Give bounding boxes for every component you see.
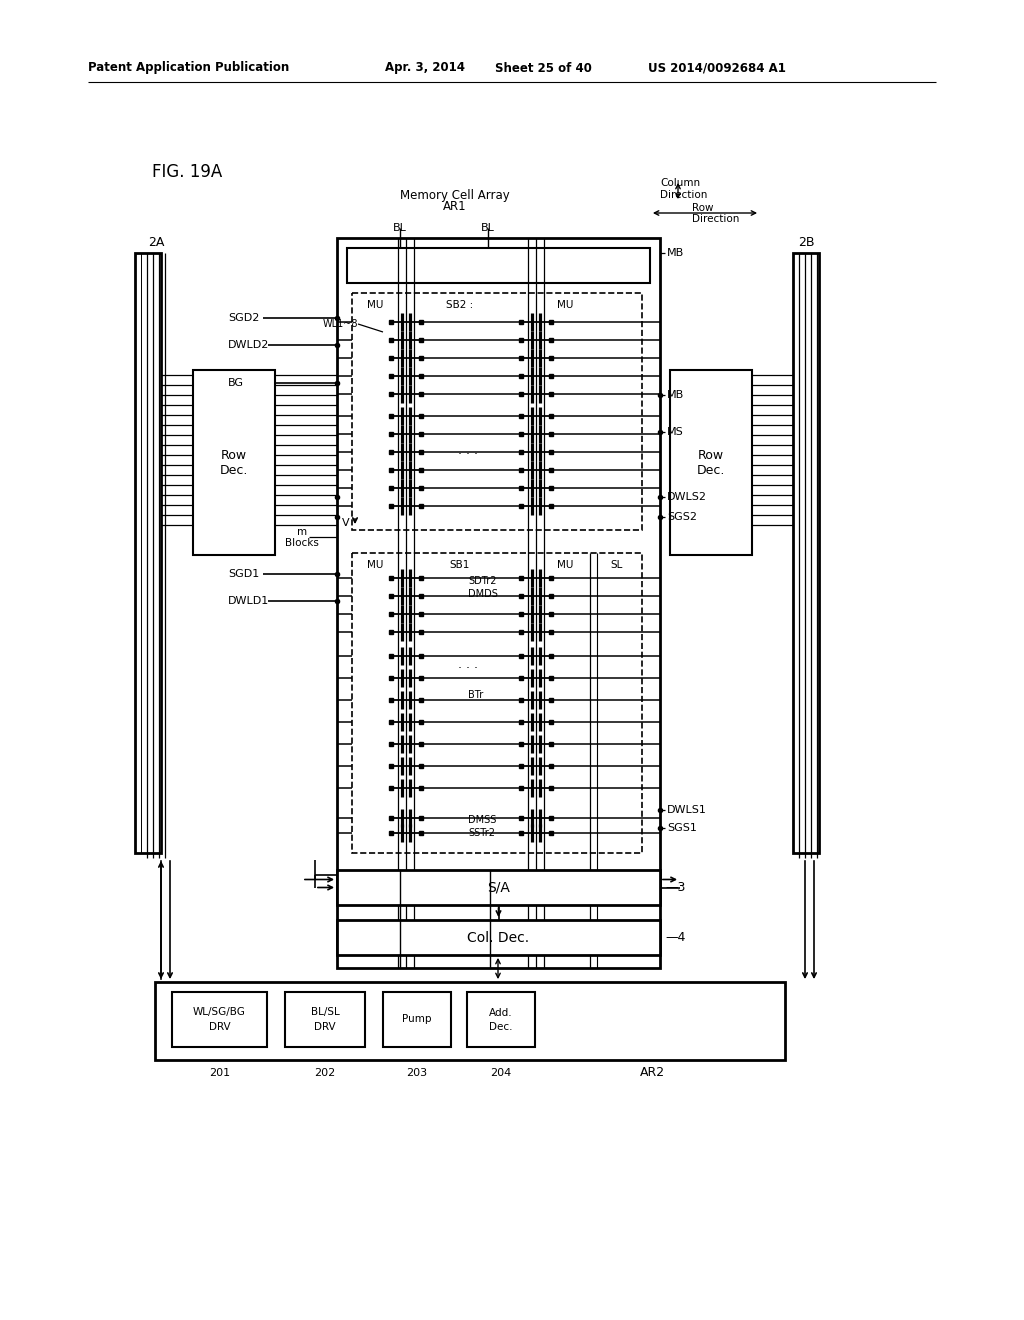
Text: DMDS: DMDS bbox=[468, 589, 498, 599]
Text: WL/SG/BG: WL/SG/BG bbox=[194, 1007, 246, 1018]
Text: WL1~8: WL1~8 bbox=[323, 319, 358, 329]
Text: DWLD1: DWLD1 bbox=[228, 597, 269, 606]
Text: DRV: DRV bbox=[209, 1022, 230, 1031]
Text: Pump: Pump bbox=[402, 1015, 432, 1024]
Text: DWLD2: DWLD2 bbox=[228, 341, 269, 350]
Text: DWLS2: DWLS2 bbox=[667, 492, 707, 502]
Bar bbox=[155, 982, 785, 1060]
Text: MS: MS bbox=[667, 426, 684, 437]
Text: SDTr2: SDTr2 bbox=[468, 576, 497, 586]
Text: Row: Row bbox=[698, 449, 724, 462]
Text: BL/SL: BL/SL bbox=[310, 1007, 339, 1018]
Text: SB2 :: SB2 : bbox=[446, 300, 474, 310]
Text: MU: MU bbox=[557, 560, 573, 570]
Text: SSTr2: SSTr2 bbox=[468, 828, 495, 838]
Text: Memory Cell Array: Memory Cell Array bbox=[400, 189, 510, 202]
Bar bbox=[337, 238, 660, 968]
Text: . . .: . . . bbox=[458, 444, 478, 457]
Text: Apr. 3, 2014: Apr. 3, 2014 bbox=[385, 62, 465, 74]
Text: —4: —4 bbox=[665, 931, 685, 944]
Bar bbox=[352, 553, 642, 853]
Text: US 2014/0092684 A1: US 2014/0092684 A1 bbox=[648, 62, 785, 74]
Text: DWLS1: DWLS1 bbox=[667, 805, 707, 814]
Text: Direction: Direction bbox=[692, 214, 739, 224]
Bar bbox=[193, 370, 275, 554]
Text: S/A: S/A bbox=[487, 880, 510, 895]
Text: Patent Application Publication: Patent Application Publication bbox=[88, 62, 289, 74]
Bar bbox=[347, 248, 650, 282]
Text: Dec.: Dec. bbox=[696, 465, 725, 477]
Bar bbox=[793, 253, 819, 853]
Text: BL: BL bbox=[393, 223, 407, 234]
Text: Col. Dec.: Col. Dec. bbox=[467, 931, 529, 945]
Text: SL: SL bbox=[610, 560, 623, 570]
Text: SGD2: SGD2 bbox=[228, 313, 259, 323]
Text: BTr: BTr bbox=[468, 690, 483, 700]
Text: BG: BG bbox=[228, 378, 244, 388]
Text: FIG. 19A: FIG. 19A bbox=[152, 162, 222, 181]
Text: SGS2: SGS2 bbox=[667, 512, 697, 521]
Text: SGS1: SGS1 bbox=[667, 822, 697, 833]
Bar bbox=[467, 993, 535, 1047]
Text: 203: 203 bbox=[407, 1068, 428, 1078]
Text: SGD1: SGD1 bbox=[228, 569, 259, 579]
Text: MB: MB bbox=[667, 248, 684, 257]
Text: 202: 202 bbox=[314, 1068, 336, 1078]
Bar bbox=[670, 370, 752, 554]
Text: BL: BL bbox=[481, 223, 495, 234]
Text: —3: —3 bbox=[665, 880, 685, 894]
Bar bbox=[172, 993, 267, 1047]
Text: Blocks: Blocks bbox=[285, 539, 318, 548]
Text: Direction: Direction bbox=[660, 190, 708, 201]
Text: MB: MB bbox=[667, 389, 684, 400]
Text: 201: 201 bbox=[209, 1068, 230, 1078]
Text: DMSS: DMSS bbox=[468, 814, 497, 825]
Text: AR1: AR1 bbox=[443, 201, 467, 214]
Text: Row: Row bbox=[221, 449, 247, 462]
Bar bbox=[285, 993, 365, 1047]
Text: Dec.: Dec. bbox=[220, 465, 248, 477]
Bar bbox=[337, 870, 660, 906]
Text: m: m bbox=[297, 527, 307, 537]
Text: Dec.: Dec. bbox=[489, 1022, 513, 1031]
Bar bbox=[352, 293, 642, 531]
Text: Sheet 25 of 40: Sheet 25 of 40 bbox=[495, 62, 592, 74]
Bar bbox=[337, 920, 660, 954]
Text: MU: MU bbox=[557, 300, 573, 310]
Text: Row: Row bbox=[692, 203, 714, 213]
Text: 2A: 2A bbox=[148, 235, 165, 248]
Text: Column: Column bbox=[660, 178, 700, 187]
Text: 204: 204 bbox=[490, 1068, 512, 1078]
Text: V: V bbox=[342, 517, 350, 528]
Text: Add.: Add. bbox=[489, 1007, 513, 1018]
Text: AR2: AR2 bbox=[640, 1067, 666, 1080]
Text: SB1: SB1 bbox=[450, 560, 470, 570]
Bar bbox=[383, 993, 451, 1047]
Text: DRV: DRV bbox=[314, 1022, 336, 1031]
Bar bbox=[135, 253, 161, 853]
Text: 2B: 2B bbox=[798, 235, 814, 248]
Text: MU: MU bbox=[367, 300, 383, 310]
Text: . . .: . . . bbox=[458, 659, 478, 672]
Text: MU: MU bbox=[367, 560, 383, 570]
